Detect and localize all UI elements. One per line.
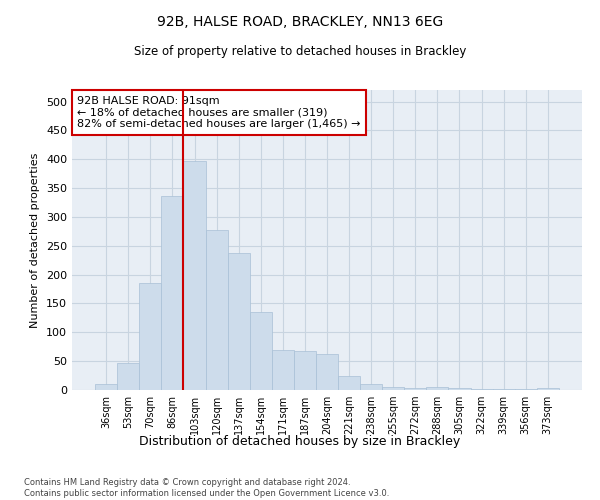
Text: Distribution of detached houses by size in Brackley: Distribution of detached houses by size …: [139, 435, 461, 448]
Bar: [139, 284, 161, 390]
Y-axis label: Number of detached properties: Number of detached properties: [31, 152, 40, 328]
Bar: [117, 364, 139, 390]
Bar: [404, 388, 427, 390]
Bar: [95, 384, 117, 390]
Bar: [470, 389, 493, 390]
Bar: [448, 388, 470, 390]
Text: 92B, HALSE ROAD, BRACKLEY, NN13 6EG: 92B, HALSE ROAD, BRACKLEY, NN13 6EG: [157, 15, 443, 29]
Text: 92B HALSE ROAD: 91sqm
← 18% of detached houses are smaller (319)
82% of semi-det: 92B HALSE ROAD: 91sqm ← 18% of detached …: [77, 96, 361, 129]
Bar: [294, 351, 316, 390]
Bar: [360, 384, 382, 390]
Bar: [382, 386, 404, 390]
Bar: [184, 161, 206, 390]
Bar: [338, 376, 360, 390]
Bar: [427, 387, 448, 390]
Bar: [316, 354, 338, 390]
Bar: [537, 388, 559, 390]
Text: Contains HM Land Registry data © Crown copyright and database right 2024.
Contai: Contains HM Land Registry data © Crown c…: [24, 478, 389, 498]
Bar: [227, 252, 250, 390]
Bar: [161, 196, 184, 390]
Bar: [206, 230, 227, 390]
Text: Size of property relative to detached houses in Brackley: Size of property relative to detached ho…: [134, 45, 466, 58]
Bar: [272, 350, 294, 390]
Bar: [250, 312, 272, 390]
